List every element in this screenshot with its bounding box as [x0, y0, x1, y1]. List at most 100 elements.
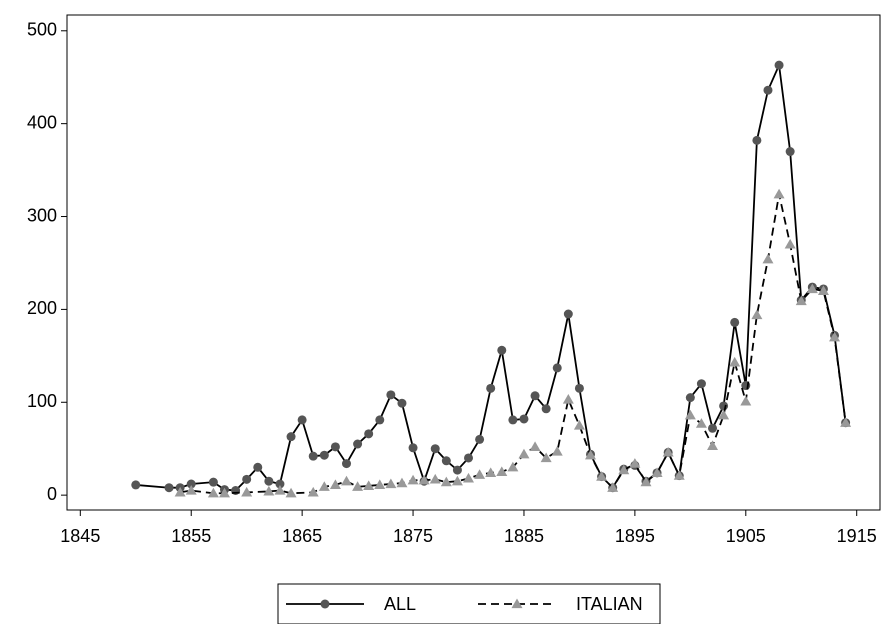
marker [208, 477, 218, 487]
marker [751, 309, 763, 320]
marker [485, 467, 497, 477]
marker [530, 391, 540, 401]
marker [275, 479, 285, 489]
marker [131, 480, 141, 490]
marker [508, 415, 518, 425]
marker [263, 485, 275, 496]
marker [308, 451, 318, 461]
marker [352, 481, 364, 491]
marker [729, 356, 741, 367]
marker [629, 458, 641, 468]
marker [397, 398, 407, 408]
marker [585, 449, 597, 460]
marker [740, 395, 752, 406]
series-line [179, 194, 847, 495]
marker [497, 345, 507, 355]
plot-frame [66, 14, 881, 511]
marker [353, 439, 363, 449]
marker [264, 476, 274, 486]
marker [840, 417, 852, 427]
marker [696, 379, 706, 389]
marker [695, 418, 707, 428]
marker [662, 446, 674, 457]
marker [496, 466, 508, 477]
x-tick-label: 1885 [504, 526, 544, 546]
marker [242, 474, 252, 484]
marker [563, 309, 573, 319]
marker [318, 481, 330, 491]
y-tick-label: 300 [27, 205, 57, 225]
marker [440, 476, 452, 487]
marker [408, 443, 418, 453]
marker [529, 441, 541, 451]
marker [785, 147, 795, 157]
marker [374, 479, 386, 490]
x-tick-label: 1915 [837, 526, 877, 546]
x-tick-label: 1865 [282, 526, 322, 546]
marker [441, 456, 451, 466]
y-tick-label: 400 [27, 112, 57, 132]
marker [507, 461, 519, 472]
marker [386, 390, 396, 400]
marker [330, 442, 340, 452]
marker [319, 450, 329, 460]
y-tick-label: 500 [27, 20, 57, 40]
marker [763, 85, 773, 95]
marker [607, 482, 619, 492]
marker [540, 452, 552, 463]
y-tick-label: 200 [27, 298, 57, 318]
legend-box [277, 583, 661, 624]
marker [519, 414, 529, 424]
x-tick-label: 1905 [726, 526, 766, 546]
marker [806, 283, 818, 294]
marker [574, 383, 584, 393]
marker [730, 317, 740, 327]
y-tick-label: 0 [47, 484, 57, 504]
marker [320, 599, 330, 609]
marker [762, 253, 774, 264]
marker [817, 285, 829, 295]
legend: ALL ITALIAN [277, 583, 661, 624]
marker [297, 415, 307, 425]
x-tick-label: 1895 [615, 526, 655, 546]
marker [773, 188, 785, 199]
marker [774, 60, 784, 70]
marker [474, 469, 486, 479]
marker [718, 409, 730, 420]
marker [573, 419, 585, 430]
x-tick-label: 1855 [171, 526, 211, 546]
marker [829, 331, 841, 342]
y-tick-label: 100 [27, 391, 57, 411]
marker [385, 478, 397, 489]
marker [375, 415, 385, 425]
legend-label: ALL [384, 594, 416, 614]
marker [511, 598, 523, 609]
marker [241, 486, 253, 497]
x-tick-label: 1875 [393, 526, 433, 546]
marker [307, 486, 319, 497]
marker [430, 444, 440, 454]
marker [164, 483, 174, 493]
marker [486, 383, 496, 393]
marker [174, 486, 186, 497]
marker [708, 423, 718, 433]
marker [285, 487, 297, 498]
marker [463, 472, 475, 483]
marker [286, 432, 296, 442]
marker [707, 440, 719, 451]
marker [329, 479, 341, 490]
marker [551, 445, 563, 456]
marker [396, 477, 408, 488]
x-tick-label: 1845 [60, 526, 100, 546]
marker [464, 453, 474, 463]
marker [341, 475, 353, 486]
marker [253, 462, 263, 472]
marker [418, 474, 430, 485]
series-line [135, 61, 847, 492]
marker [518, 448, 530, 459]
marker [673, 470, 685, 480]
marker [640, 476, 652, 487]
marker [752, 135, 762, 145]
